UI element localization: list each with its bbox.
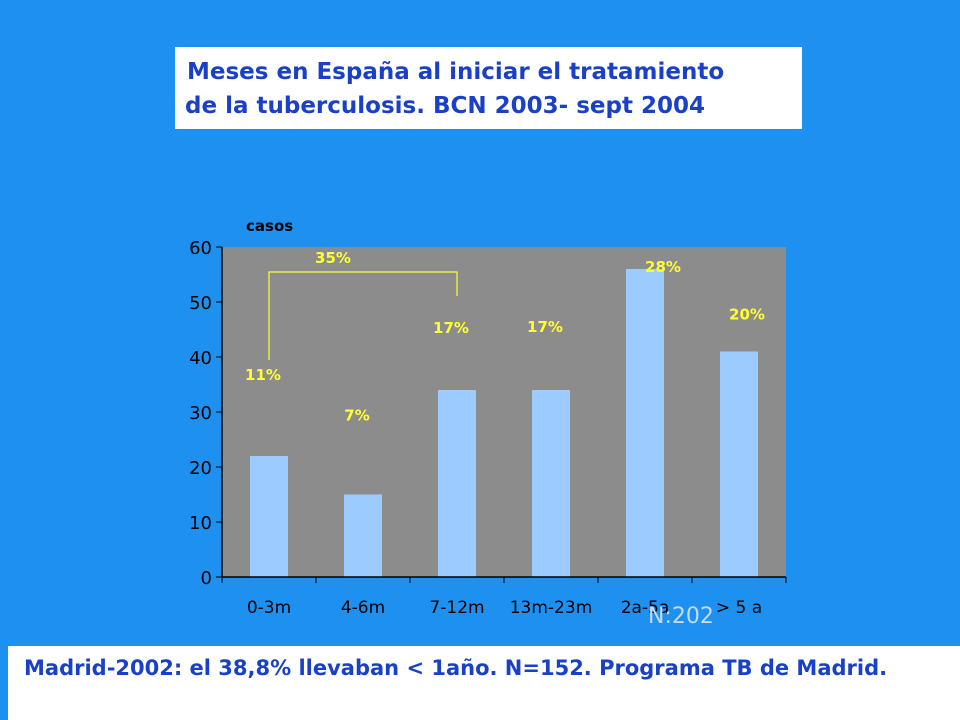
y-tick-label: 40	[189, 348, 212, 369]
x-tick-label: 4-6m	[341, 598, 385, 618]
bar	[720, 351, 758, 577]
data-label: 17%	[433, 319, 469, 337]
data-label: 28%	[645, 258, 681, 276]
group-bracket-label: 35%	[315, 249, 351, 267]
y-tick-label: 20	[189, 458, 212, 479]
bar	[532, 390, 570, 577]
y-tick-label: 30	[189, 403, 212, 424]
title-line-2: de la tuberculosis. BCN 2003- sept 2004	[185, 93, 705, 119]
x-tick-label: 7-12m	[429, 598, 484, 618]
y-axis-label: casos	[246, 217, 293, 235]
bar	[250, 456, 288, 577]
footer-note: Madrid-2002: el 38,8% llevaban < 1año. N…	[8, 646, 960, 720]
x-tick-label: 2a-5a	[621, 598, 670, 618]
title-line-1: Meses en España al iniciar el tratamient…	[187, 59, 725, 85]
title-box: Meses en España al iniciar el tratamient…	[175, 47, 802, 129]
sample-size-label: N:202	[648, 604, 714, 629]
data-label: 17%	[527, 318, 563, 336]
x-tick-label: 13m-23m	[510, 598, 593, 618]
y-tick-label: 0	[201, 568, 212, 589]
data-label: 11%	[245, 366, 281, 384]
bar	[626, 269, 664, 577]
x-tick-label: 0-3m	[247, 598, 291, 618]
plot-area	[222, 247, 786, 577]
y-tick-label: 60	[189, 238, 212, 259]
bar	[438, 390, 476, 577]
x-tick-label: > 5 a	[716, 598, 762, 618]
group-bracket	[268, 271, 458, 360]
data-label: 7%	[344, 407, 369, 425]
bar	[344, 494, 382, 577]
data-label: 20%	[729, 306, 765, 324]
y-tick-label: 50	[189, 293, 212, 314]
y-tick-label: 10	[189, 513, 212, 534]
